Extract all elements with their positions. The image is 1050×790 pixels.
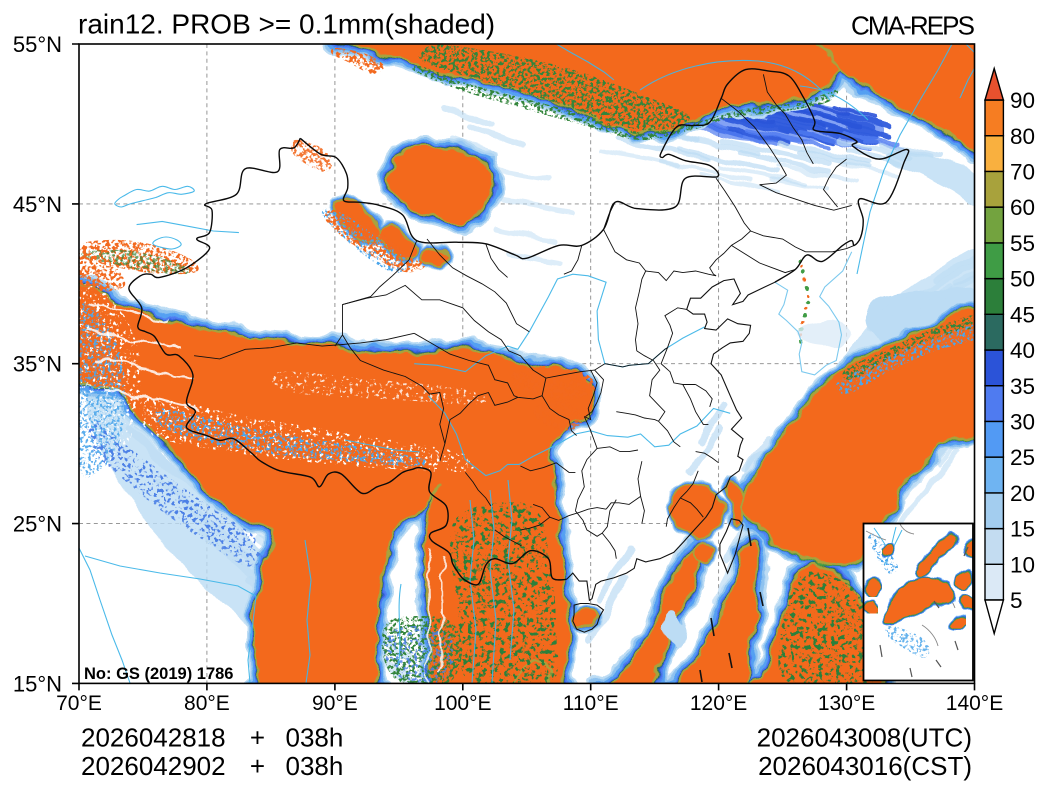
svg-text:15°N: 15°N xyxy=(13,671,62,696)
svg-text:CMA-REPS: CMA-REPS xyxy=(851,10,975,40)
svg-text:+: + xyxy=(250,751,265,781)
svg-text:15: 15 xyxy=(1010,517,1035,542)
svg-text:2026042902: 2026042902 xyxy=(81,751,226,781)
svg-text:40: 40 xyxy=(1010,338,1035,363)
svg-text:50: 50 xyxy=(1010,267,1035,292)
svg-text:038h: 038h xyxy=(286,723,344,753)
svg-text:2026042818: 2026042818 xyxy=(81,723,226,753)
svg-text:60: 60 xyxy=(1010,195,1035,220)
svg-text:No: GS (2019) 1786: No: GS (2019) 1786 xyxy=(84,665,233,683)
svg-text:5: 5 xyxy=(1010,588,1023,613)
svg-text:038h: 038h xyxy=(286,751,344,781)
svg-text:2026043008(UTC): 2026043008(UTC) xyxy=(757,723,972,753)
svg-text:100°E: 100°E xyxy=(434,692,491,715)
svg-text:2026043016(CST): 2026043016(CST) xyxy=(758,751,972,781)
svg-text:140°E: 140°E xyxy=(946,692,1003,715)
svg-text:110°E: 110°E xyxy=(563,692,619,715)
svg-text:45: 45 xyxy=(1010,302,1035,327)
svg-text:120°E: 120°E xyxy=(690,692,747,715)
svg-text:25°N: 25°N xyxy=(13,512,62,537)
svg-text:25: 25 xyxy=(1010,445,1035,470)
svg-text:+: + xyxy=(250,723,265,753)
svg-text:20: 20 xyxy=(1010,481,1035,506)
svg-text:90: 90 xyxy=(1010,88,1035,113)
svg-text:130°E: 130°E xyxy=(818,692,875,715)
svg-text:10: 10 xyxy=(1010,552,1035,577)
svg-text:rain12. PROB >= 0.1mm(shaded): rain12. PROB >= 0.1mm(shaded) xyxy=(78,9,495,40)
svg-text:70: 70 xyxy=(1010,160,1035,185)
svg-text:55°N: 55°N xyxy=(13,32,62,57)
svg-text:90°E: 90°E xyxy=(312,692,358,715)
svg-text:80°E: 80°E xyxy=(184,692,230,715)
svg-text:80: 80 xyxy=(1010,124,1035,149)
svg-text:30: 30 xyxy=(1010,410,1035,435)
svg-text:45°N: 45°N xyxy=(13,192,62,217)
svg-text:35: 35 xyxy=(1010,374,1035,399)
svg-text:55: 55 xyxy=(1010,231,1035,256)
svg-text:35°N: 35°N xyxy=(13,352,62,377)
svg-text:70°E: 70°E xyxy=(56,692,102,715)
